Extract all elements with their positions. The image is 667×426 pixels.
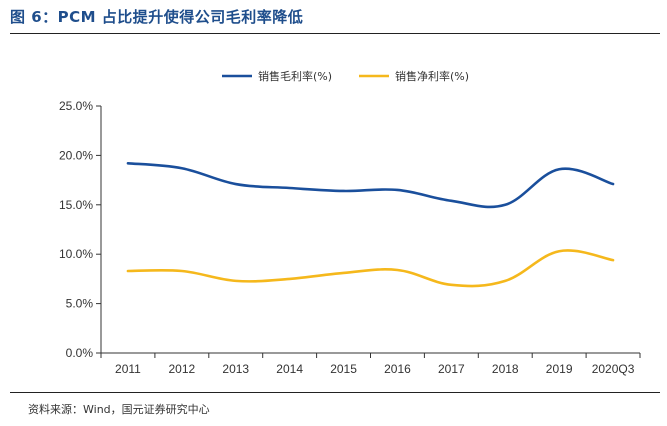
x-tick-label: 2013 [222,362,249,376]
legend-label: 销售毛利率(%) [258,69,332,83]
y-tick-label: 10.0% [59,247,93,261]
source-note: 资料来源：Wind，国元证券研究中心 [28,403,210,416]
series-layer [126,162,615,288]
x-tick-label: 2014 [276,362,303,376]
figure-title: 图 6：PCM 占比提升使得公司毛利率降低 [10,8,304,26]
chart-legend: 销售毛利率(%) 销售净利率(%) [222,69,469,83]
y-tick-label: 0.0% [66,346,94,360]
series-line-1 [126,162,615,209]
footer-divider [10,392,660,393]
y-axis: 0.0% 5.0% 10.0% 15.0% 20.0% 25.0% [59,99,102,360]
y-tick-label: 15.0% [59,198,93,212]
x-tick-label: 2017 [438,362,465,376]
title-divider [10,33,660,34]
x-tick-label: 2019 [546,362,573,376]
x-tick-label: 2018 [492,362,519,376]
y-tick-label: 5.0% [66,297,94,311]
y-tick-label: 25.0% [59,99,93,113]
series-line-2 [126,249,615,288]
x-tick-label: 2011 [115,362,141,376]
x-tick-label: 2016 [384,362,411,376]
x-tick-label: 2015 [330,362,357,376]
x-tick-label: 2012 [168,362,195,376]
legend-label: 销售净利率(%) [395,69,469,83]
x-tick-label: 2020Q3 [592,362,635,376]
x-axis: 2011 2012 2013 2014 2015 2016 2017 2018 2019 2020… [100,352,641,376]
y-tick-label: 20.0% [59,148,93,162]
